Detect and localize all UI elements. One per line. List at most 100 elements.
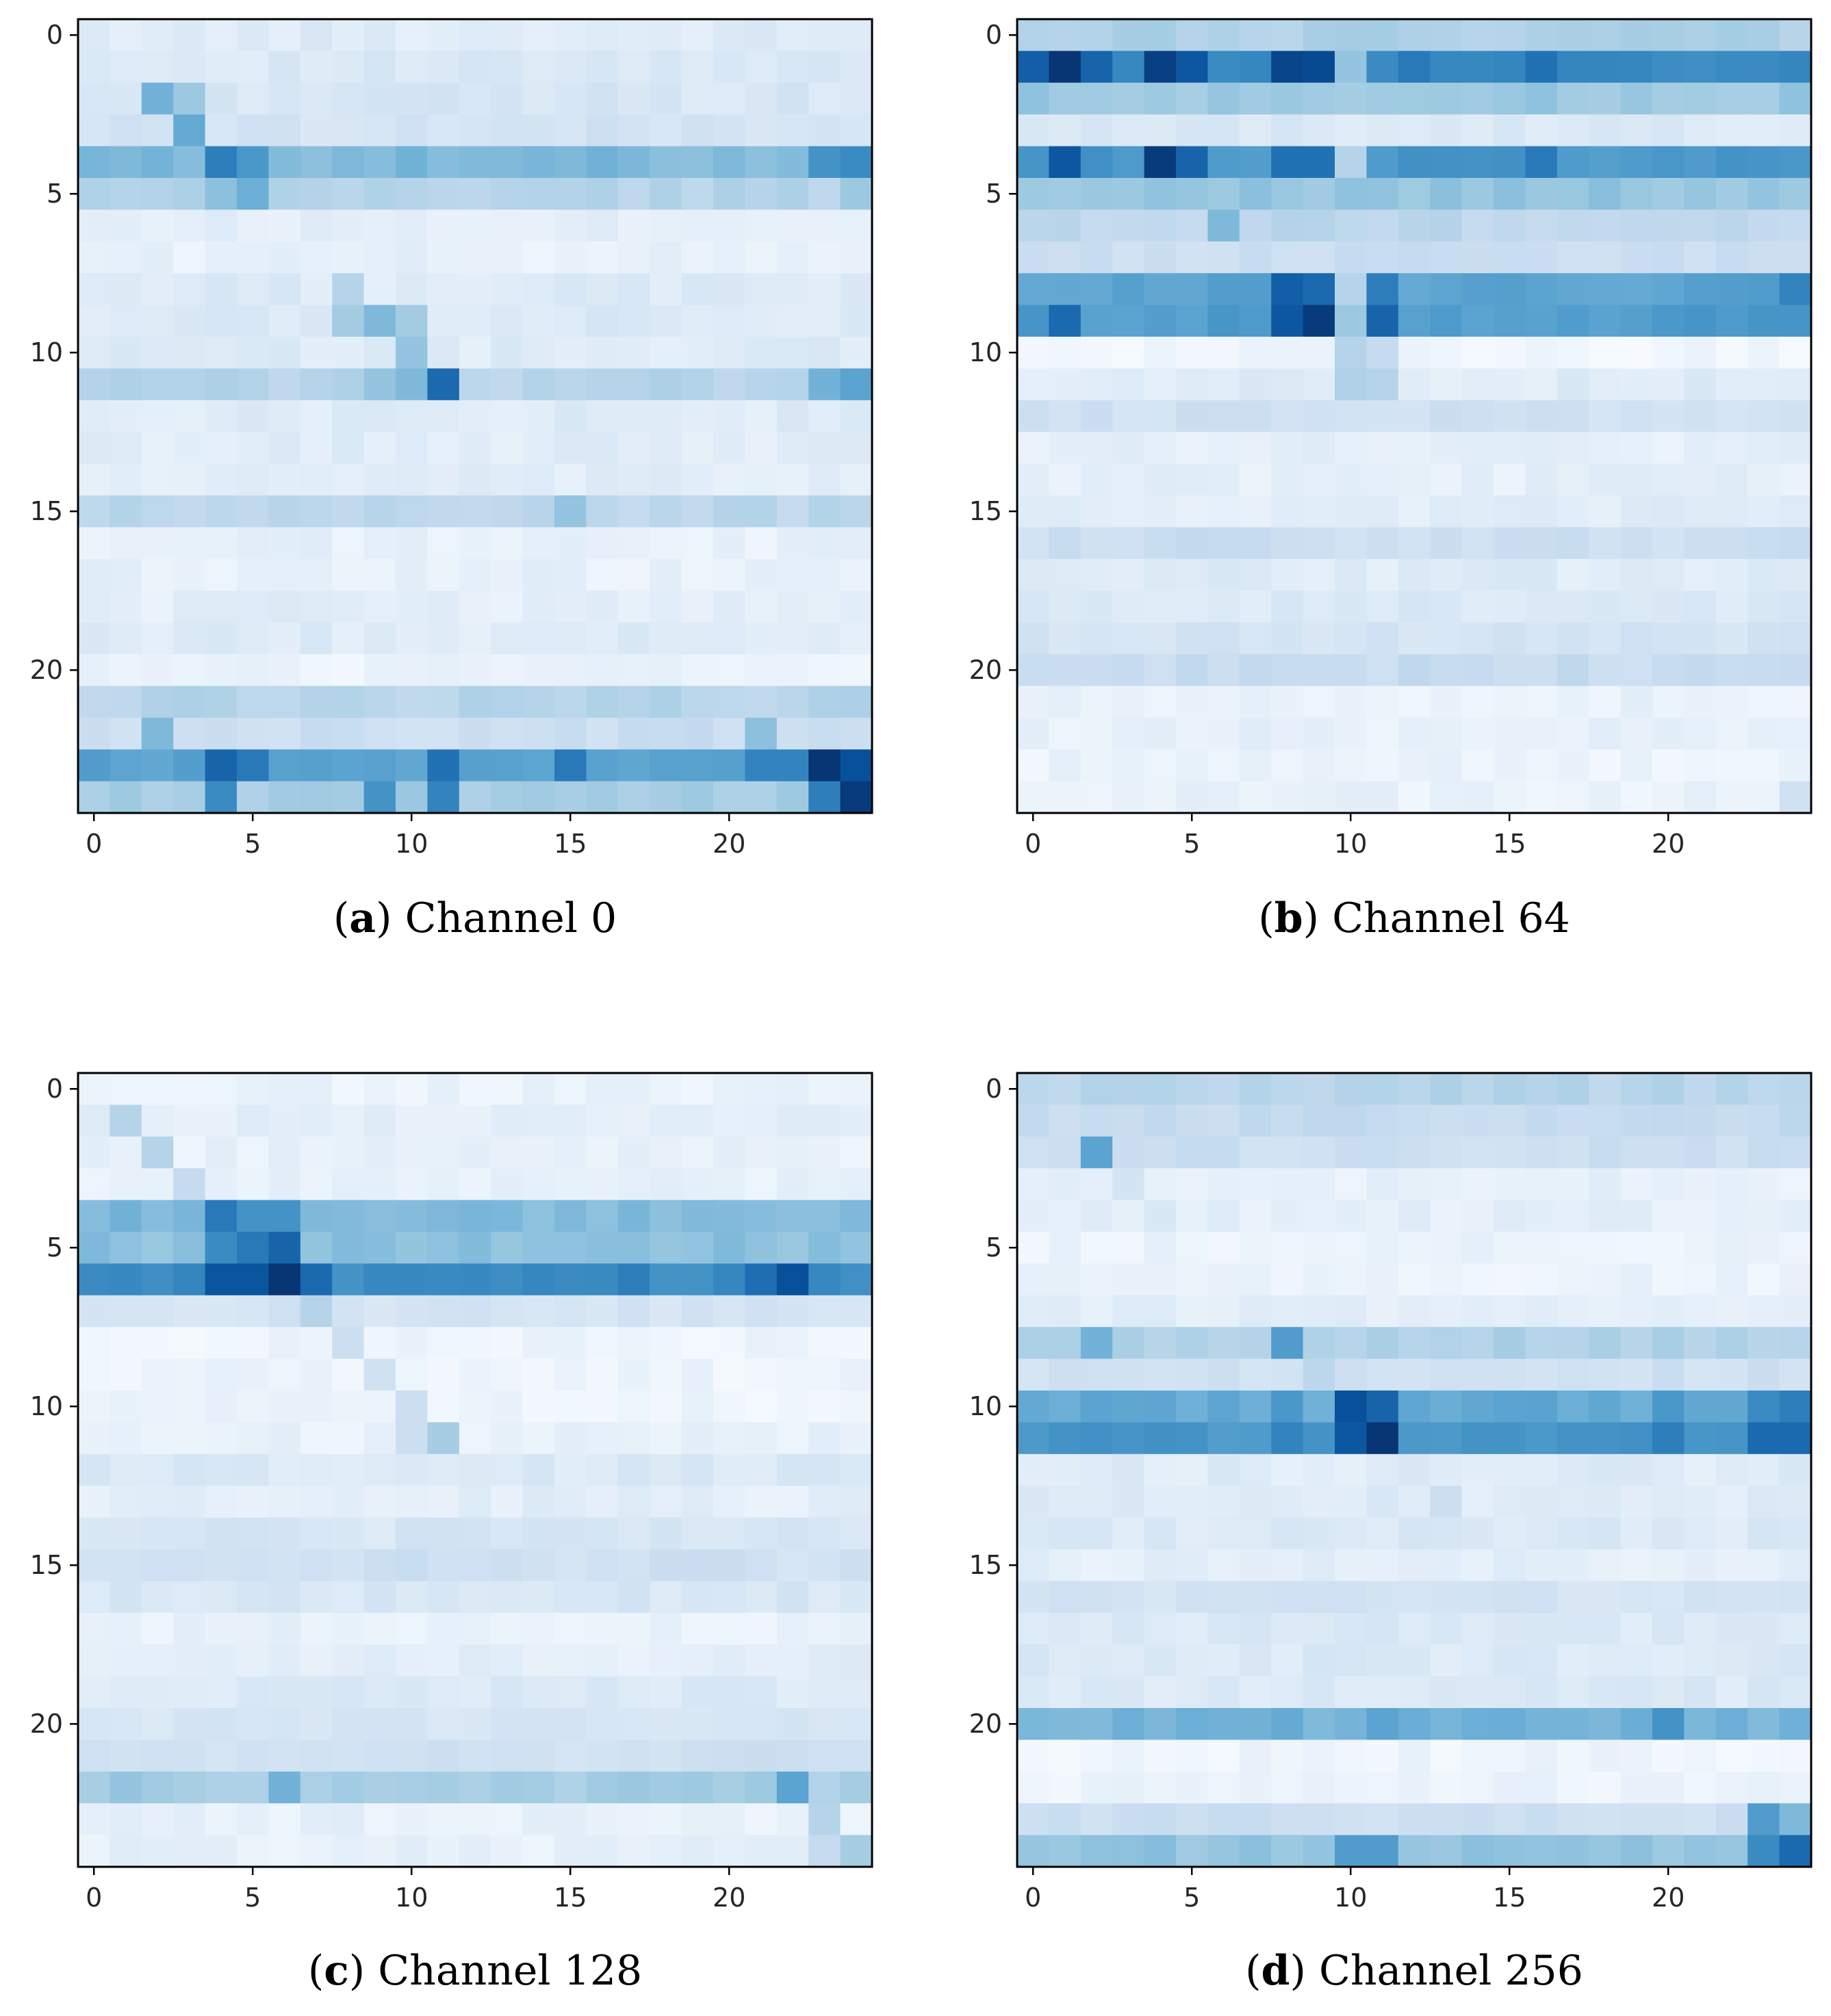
heatmap-cell [1144, 558, 1177, 591]
heatmap-cell [1176, 591, 1208, 623]
heatmap-cell [1494, 1358, 1526, 1391]
heatmap-cell [141, 558, 174, 591]
heatmap-cell [1239, 400, 1272, 432]
heatmap-cell [491, 1644, 524, 1677]
heatmap-cell [427, 591, 460, 623]
heatmap-cell [205, 654, 238, 686]
heatmap-cell [1176, 1517, 1208, 1550]
heatmap-cell [237, 1073, 269, 1105]
heatmap-cell [522, 1073, 555, 1105]
heatmap-cell [1652, 1612, 1685, 1645]
heatmap-cell [1557, 19, 1589, 51]
heatmap-cell [1207, 51, 1240, 83]
heatmap-cell [1620, 305, 1653, 337]
heatmap-cell [1779, 686, 1812, 719]
heatmap-cell [1112, 1835, 1145, 1868]
heatmap-cell [1271, 1295, 1304, 1328]
heatmap-cell [1398, 495, 1431, 528]
heatmap-cell [300, 400, 333, 432]
heatmap-cell [78, 1391, 110, 1423]
heatmap-cell [1557, 1136, 1589, 1169]
heatmap-cell [1747, 1549, 1780, 1581]
heatmap-cell [396, 337, 428, 369]
heatmap-cell [554, 1612, 587, 1645]
heatmap-cell [300, 241, 333, 274]
heatmap-cell [141, 1232, 174, 1264]
heatmap-cell [459, 1486, 491, 1519]
heatmap-cell [1557, 1612, 1589, 1645]
heatmap-cell [808, 432, 841, 465]
heatmap-cell [808, 337, 841, 369]
heatmap-cell [617, 781, 650, 814]
heatmap-cell [776, 686, 809, 719]
heatmap-cell [268, 114, 301, 147]
heatmap-cell [363, 686, 396, 719]
heatmap-cell [1557, 209, 1589, 242]
heatmap-cell [808, 1104, 841, 1137]
heatmap-cell [522, 1295, 555, 1328]
heatmap-cell [173, 1708, 206, 1740]
heatmap-cell [776, 1358, 809, 1391]
heatmap-cell [1144, 1549, 1177, 1581]
heatmap-cell [491, 1200, 524, 1232]
heatmap-cell [1080, 622, 1113, 655]
heatmap-cell [1461, 209, 1494, 242]
heatmap-cell [1430, 749, 1463, 782]
heatmap-cell [1684, 1422, 1717, 1455]
heatmap-cell [1366, 178, 1399, 210]
heatmap-cell [1366, 1581, 1399, 1614]
heatmap-cell [1494, 114, 1526, 147]
heatmap-cell [1747, 1200, 1780, 1232]
heatmap-cell [1684, 1200, 1717, 1232]
heatmap-cell [1589, 337, 1622, 369]
heatmap-cell [1747, 273, 1780, 306]
heatmap-cell [1366, 114, 1399, 147]
heatmap-cell [1589, 209, 1622, 242]
heatmap-cell [1049, 432, 1081, 465]
heatmap-cell [650, 1453, 682, 1486]
heatmap-cell [491, 527, 524, 560]
heatmap-cell [1271, 558, 1304, 591]
heatmap-cell [237, 1295, 269, 1328]
heatmap-cell [1366, 717, 1399, 750]
heatmap-cell [808, 495, 841, 528]
heatmap-cell [332, 368, 365, 401]
heatmap-cell [491, 622, 524, 655]
heatmap-cell [141, 622, 174, 655]
heatmap-cell [1017, 1168, 1049, 1201]
heatmap-cell [1303, 241, 1335, 274]
heatmap-cell [617, 1295, 650, 1328]
heatmap-cell [1747, 558, 1780, 591]
heatmap-cell [713, 1263, 745, 1296]
heatmap-cell [1144, 1708, 1177, 1740]
heatmap-cell [1620, 1358, 1653, 1391]
heatmap-cell [1303, 1486, 1335, 1519]
heatmap-cell [1557, 1104, 1589, 1137]
heatmap-cell [1049, 654, 1081, 686]
heatmap-cell [427, 1486, 460, 1519]
heatmap-cell [1207, 400, 1240, 432]
x-tick-label: 20 [713, 829, 745, 859]
heatmap-cell [1715, 51, 1748, 83]
heatmap-cell [1112, 51, 1145, 83]
heatmap-cell [617, 114, 650, 147]
heatmap-cell [332, 781, 365, 814]
heatmap-cell [522, 654, 555, 686]
heatmap-cell [205, 558, 238, 591]
heatmap-cell [1271, 1104, 1304, 1137]
heatmap-cell [1430, 1644, 1463, 1677]
heatmap-cell [1525, 654, 1558, 686]
heatmap-cell [1366, 1771, 1399, 1804]
heatmap-cell [459, 495, 491, 528]
caption-b: (b) Channel 64 [1258, 894, 1570, 942]
heatmap-cell [1684, 1708, 1717, 1740]
heatmap-cell [1049, 1835, 1081, 1868]
heatmap-cell [1430, 305, 1463, 337]
heatmap-cell [808, 1708, 841, 1740]
heatmap-cell [363, 527, 396, 560]
heatmap-cell [1779, 368, 1812, 401]
heatmap-cell [427, 1549, 460, 1581]
heatmap-cell [1366, 558, 1399, 591]
heatmap-cell [1652, 1740, 1685, 1772]
heatmap-cell [650, 400, 682, 432]
